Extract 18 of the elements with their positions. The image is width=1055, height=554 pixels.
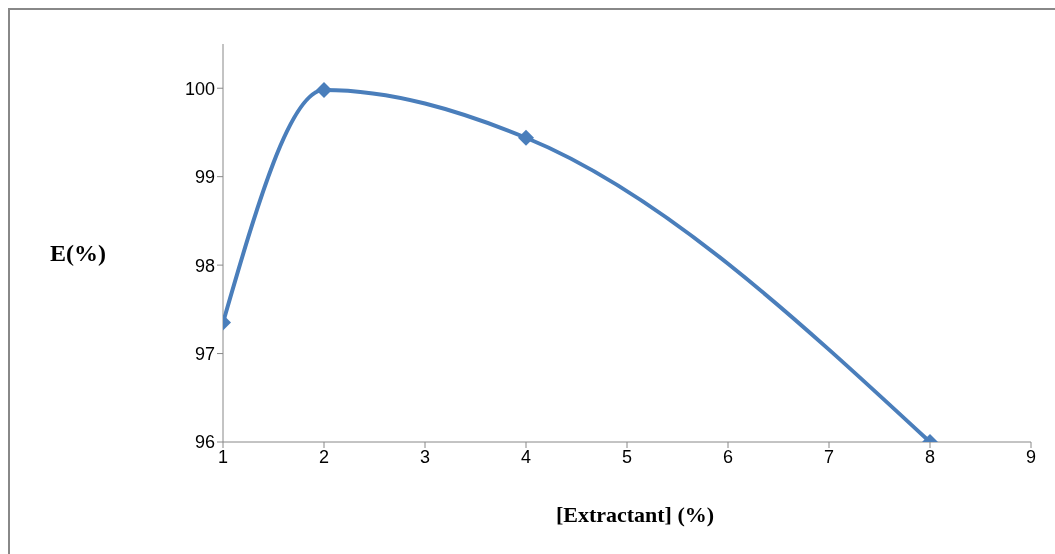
x-tick-label: 2	[318, 446, 330, 467]
point	[518, 129, 534, 146]
y-tick-label: 98	[194, 255, 215, 276]
y-axis-title: E(%)	[50, 240, 106, 267]
x-tick-label: 7	[823, 446, 835, 467]
x-tick-label: 6	[722, 446, 734, 467]
y-tick-label: 97	[194, 343, 215, 364]
x-tick-label: 3	[419, 446, 431, 467]
x-tick-label: 4	[520, 446, 532, 467]
x-tick-label: 9	[1025, 446, 1037, 467]
x-tick-label: 8	[924, 446, 936, 467]
x-tick-label: 1	[217, 446, 229, 467]
y-tick-label: 100	[184, 78, 215, 99]
point	[316, 81, 332, 98]
x-axis-title: [Extractant] (%)	[554, 502, 716, 528]
y-tick-label: 96	[194, 432, 215, 453]
y-tick-label: 99	[194, 167, 215, 188]
x-tick-label: 5	[621, 446, 633, 467]
